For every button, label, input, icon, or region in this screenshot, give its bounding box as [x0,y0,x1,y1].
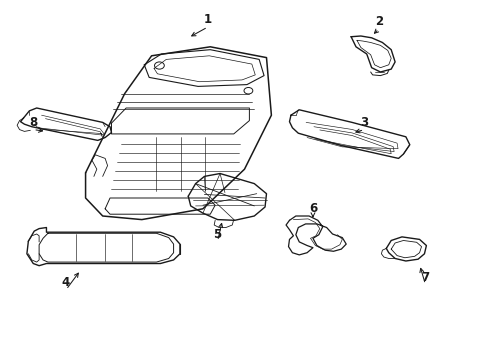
Text: 7: 7 [421,271,428,284]
Text: 6: 6 [308,202,316,215]
Text: 3: 3 [360,116,367,129]
Text: 2: 2 [374,15,382,28]
Text: 5: 5 [213,228,221,240]
Text: 4: 4 [62,276,70,289]
Text: 8: 8 [29,116,37,129]
Text: 1: 1 [203,13,211,26]
